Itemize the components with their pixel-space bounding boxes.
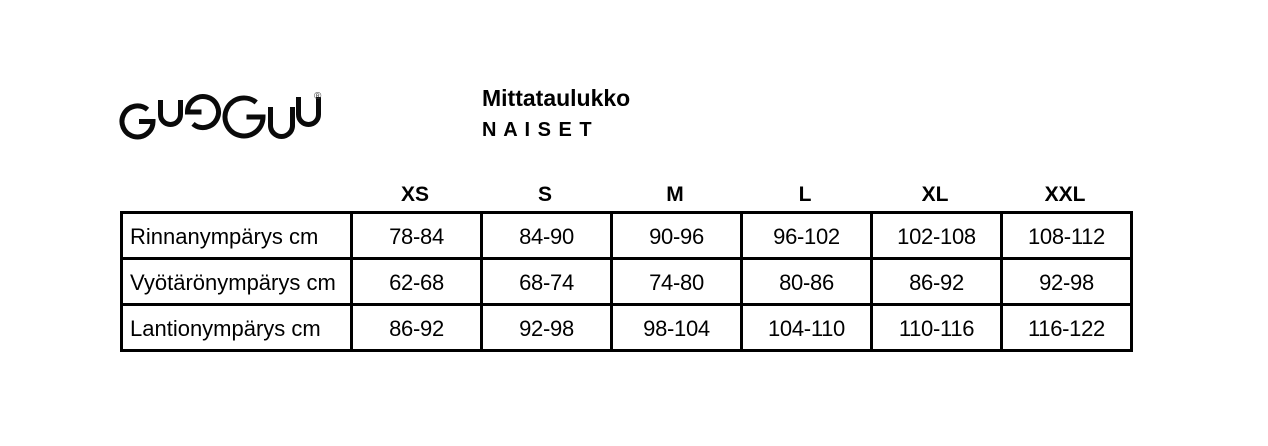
brand-logo: GUGGUU ® (118, 82, 323, 146)
size-header-m: M (666, 183, 684, 206)
waist-value-s: 68-74 (480, 257, 613, 306)
chest-value-m: 90-96 (610, 211, 743, 260)
chest-value-xs: 78-84 (350, 211, 483, 260)
row-label-chest: Rinnanympärys cm (120, 211, 353, 260)
size-header-row: XS S M L XL XXL (120, 179, 1133, 211)
gugguu-logo-icon: ® (119, 91, 322, 140)
hip-value-s: 92-98 (480, 303, 613, 352)
hip-value-xxl: 116-122 (1000, 303, 1133, 352)
hip-value-m: 98-104 (610, 303, 743, 352)
hip-value-l: 104-110 (740, 303, 873, 352)
measurement-table: Rinnanympärys cm 78-84 84-90 90-96 96-10… (120, 211, 1133, 352)
hip-value-xs: 86-92 (350, 303, 483, 352)
size-header-xl: XL (921, 183, 949, 206)
table-row-chest: Rinnanympärys cm 78-84 84-90 90-96 96-10… (120, 211, 1133, 260)
chest-value-xl: 102-108 (870, 211, 1003, 260)
page-title: Mittataulukko (482, 85, 631, 111)
waist-value-xl: 86-92 (870, 257, 1003, 306)
size-header-s: S (537, 183, 552, 206)
size-header-l: L (798, 183, 812, 206)
row-label-hip: Lantionympärys cm (120, 303, 353, 352)
size-header-xxl: XXL (1044, 183, 1086, 206)
page-subtitle: N A I S E T (482, 119, 593, 141)
waist-value-l: 80-86 (740, 257, 873, 306)
chest-value-l: 96-102 (740, 211, 873, 260)
row-label-waist: Vyötärönympärys cm (120, 257, 353, 306)
chest-value-xxl: 108-112 (1000, 211, 1133, 260)
size-chart: XS S M L XL XXL Rinnanympärys cm 78-84 8… (120, 179, 1133, 352)
waist-value-xs: 62-68 (350, 257, 483, 306)
hip-value-xl: 110-116 (870, 303, 1003, 352)
waist-value-xxl: 92-98 (1000, 257, 1133, 306)
registered-mark: ® (314, 91, 322, 102)
table-row-waist: Vyötärönympärys cm 62-68 68-74 74-80 80-… (120, 257, 1133, 306)
table-row-hip: Lantionympärys cm 86-92 92-98 98-104 104… (120, 303, 1133, 352)
size-header-xs: XS (400, 183, 429, 206)
title-block: Mittataulukko N A I S E T (482, 84, 630, 144)
chest-value-s: 84-90 (480, 211, 613, 260)
waist-value-m: 74-80 (610, 257, 743, 306)
